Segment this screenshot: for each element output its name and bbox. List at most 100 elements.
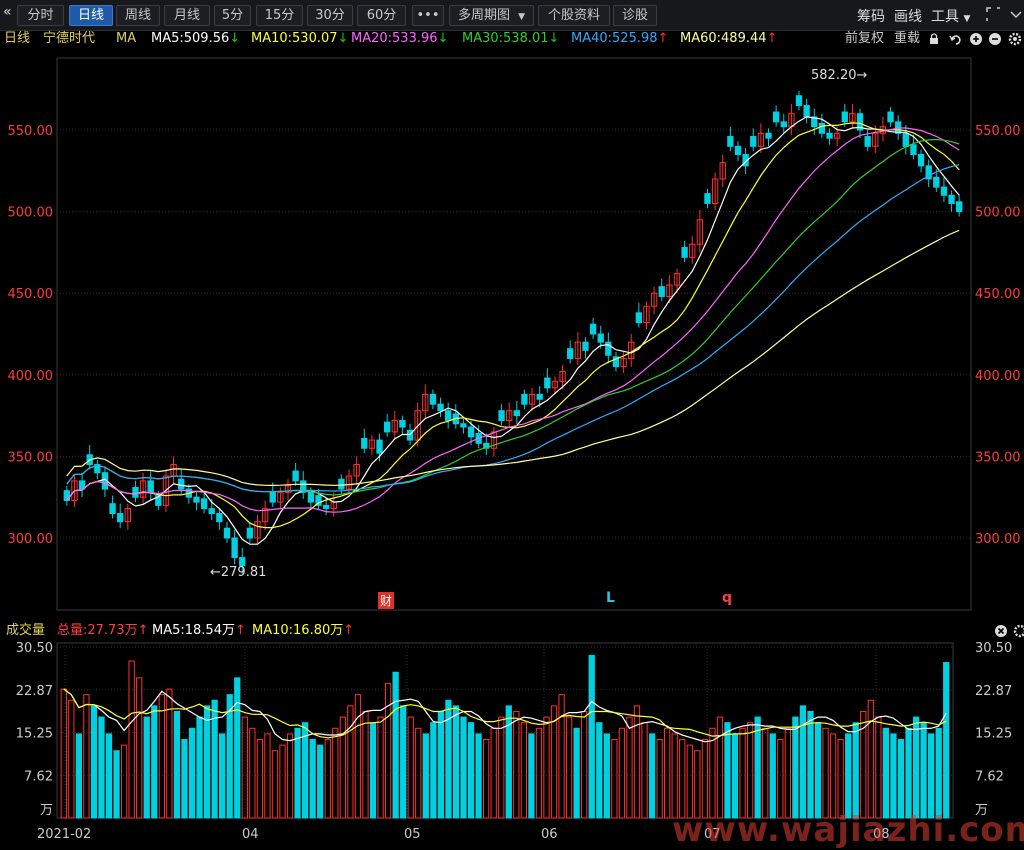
date-tick: 08 [873, 827, 890, 842]
volume-bar [724, 722, 731, 819]
volume-bar [339, 716, 346, 819]
volume-bar [407, 716, 414, 819]
low-price-label: ←279.81 [210, 565, 267, 580]
candle-body [277, 491, 284, 503]
date-tick: 07 [704, 827, 721, 842]
candle-body [605, 341, 612, 356]
stock-info-button[interactable]: 个股资料 [538, 5, 610, 26]
ma40-line [66, 164, 960, 493]
multi-period-dropdown[interactable]: 多周期图 ▼ [449, 5, 534, 26]
zoom-in-icon[interactable] [969, 32, 983, 46]
chevron-down-icon[interactable] [1010, 10, 1024, 24]
candle-body [239, 557, 246, 567]
candle-body [574, 341, 581, 359]
volume-unit-left: 万 [40, 803, 53, 818]
price-tick-right: 550.00 [975, 124, 1021, 139]
candle-body [673, 273, 681, 286]
period-tab-6[interactable]: 30分 [307, 5, 353, 26]
arrow-down-icon: ↓ [548, 31, 560, 46]
candle-body [223, 527, 231, 539]
lock-icon[interactable] [928, 33, 940, 45]
candle-body [483, 442, 490, 449]
candle-body [635, 312, 643, 324]
volume-bar [784, 727, 791, 819]
period-tab-5[interactable]: 15分 [256, 5, 303, 26]
event-marker-l[interactable]: L [606, 590, 615, 606]
volume-bar [452, 705, 460, 819]
volume-bar [777, 739, 784, 819]
volume-bar [550, 705, 558, 819]
candle-body [307, 491, 315, 503]
candle-body [765, 132, 772, 139]
candle-body [109, 503, 116, 515]
volume-bar [256, 739, 264, 819]
ma-item-0: MA5:509.56↓ [151, 30, 240, 48]
chips-button[interactable]: 筹码 [857, 9, 885, 25]
diagnose-button[interactable]: 诊股 [613, 5, 657, 26]
tools-menu[interactable]: 工具 ▼ [931, 6, 970, 26]
volume-ma10-line [63, 688, 947, 739]
price-tick-left: 400.00 [8, 369, 54, 384]
candle-body [826, 132, 833, 139]
candle-body [551, 380, 559, 389]
zoom-out-icon[interactable] [988, 32, 1002, 46]
volume-bar [324, 739, 331, 819]
settings-icon[interactable] [1008, 32, 1022, 46]
settings-icon[interactable] [1013, 624, 1024, 638]
period-tab-7[interactable]: 60分 [357, 5, 406, 26]
volume-bar [912, 716, 920, 819]
candle-body [544, 377, 551, 389]
candle-body [803, 105, 810, 118]
volume-bar [332, 727, 339, 819]
volume-bar [75, 733, 82, 819]
candle-body [956, 201, 963, 213]
candle-body [910, 144, 917, 155]
candle-body [124, 508, 132, 523]
candle-body [704, 193, 711, 204]
pre-adjust-button[interactable]: 前复权 [845, 31, 885, 46]
candle-body [536, 393, 543, 400]
volume-bar [754, 716, 761, 819]
period-tab-1[interactable]: 日线 [69, 5, 113, 26]
candle-body [231, 537, 238, 559]
candle-body [818, 122, 826, 134]
ma-legend: 日线 宁德时代 MA MA5:509.56↓ MA10:530.07↓ MA20:5… [0, 30, 1024, 48]
back-icon[interactable]: « [3, 4, 12, 20]
candle-body [620, 357, 627, 368]
volume-bar [762, 727, 769, 819]
fullscreen-icon[interactable] [986, 7, 1000, 21]
volume-bar [166, 688, 173, 819]
more-button[interactable]: ••• [412, 5, 444, 26]
close-icon[interactable] [994, 624, 1008, 638]
period-label: 日线 [4, 31, 31, 46]
candle-body [750, 136, 757, 147]
volume-bar [362, 710, 369, 819]
candle-body [666, 284, 673, 297]
price-tick-left: 550.00 [8, 124, 54, 139]
period-tab-3[interactable]: 月线 [164, 5, 210, 26]
volume-bar [573, 727, 580, 819]
ma-value: MA10:530.07 [251, 31, 338, 46]
candle-body [643, 305, 650, 324]
draw-line-button[interactable]: 画线 [894, 9, 922, 25]
period-tab-0[interactable]: 分时 [17, 5, 64, 26]
candle-body [742, 153, 749, 167]
period-tab-2[interactable]: 周线 [116, 5, 160, 26]
candle-body [849, 113, 856, 123]
undo-icon[interactable] [949, 33, 962, 46]
candle-body [925, 165, 932, 180]
volume-bar [490, 727, 497, 819]
finance-marker[interactable]: 财 [378, 592, 395, 609]
volume-bar [241, 716, 248, 819]
candle-body [727, 136, 734, 147]
period-tab-4[interactable]: 5分 [214, 5, 251, 26]
price-tick-left: 350.00 [8, 450, 54, 465]
candle-body [383, 421, 391, 433]
volume-bar [867, 699, 874, 819]
volume-bar [739, 727, 746, 819]
candle-body [521, 393, 528, 405]
reload-button[interactable]: 重载 [894, 31, 921, 46]
event-marker-q[interactable]: q [722, 590, 733, 606]
volume-total: 总量:27.73万↑ [57, 622, 149, 640]
